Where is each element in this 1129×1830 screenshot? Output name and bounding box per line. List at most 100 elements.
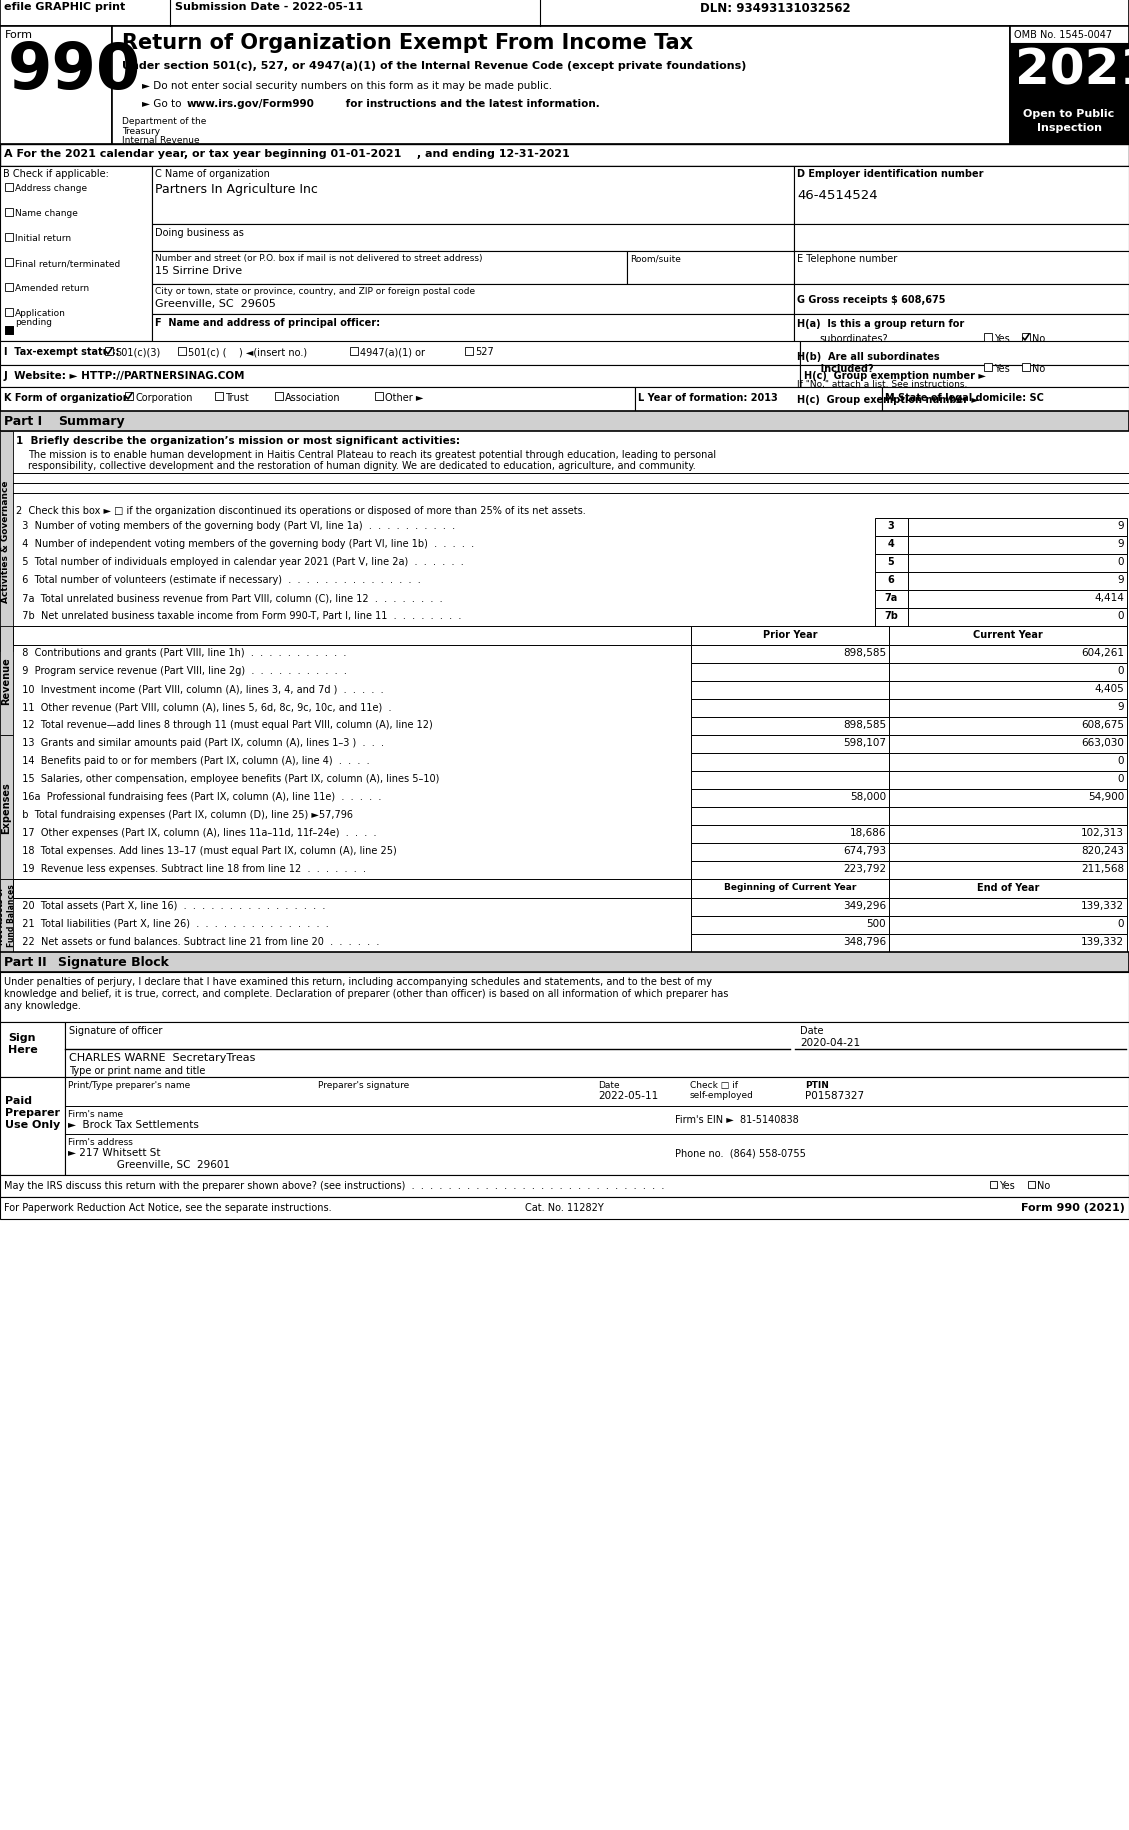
Text: 8  Contributions and grants (Part VIII, line 1h)  .  .  .  .  .  .  .  .  .  .  : 8 Contributions and grants (Part VIII, l… bbox=[16, 648, 347, 657]
Text: 6  Total number of volunteers (estimate if necessary)  .  .  .  .  .  .  .  .  .: 6 Total number of volunteers (estimate i… bbox=[16, 575, 421, 584]
Text: 15 Sirrine Drive: 15 Sirrine Drive bbox=[155, 265, 242, 276]
Text: G Gross receipts $ 608,675: G Gross receipts $ 608,675 bbox=[797, 295, 945, 306]
Bar bbox=[882, 388, 1129, 412]
Bar bbox=[889, 807, 1127, 825]
Text: 4947(a)(1) or: 4947(a)(1) or bbox=[360, 348, 425, 357]
Text: Use Only: Use Only bbox=[5, 1120, 60, 1129]
Bar bbox=[875, 591, 908, 609]
Bar bbox=[1022, 333, 1030, 342]
Text: Doing business as: Doing business as bbox=[155, 229, 244, 238]
Text: Yes: Yes bbox=[994, 364, 1009, 373]
Text: 1  Briefly describe the organization’s mission or most significant activities:: 1 Briefly describe the organization’s mi… bbox=[16, 436, 460, 447]
Text: Department of the: Department of the bbox=[122, 117, 207, 126]
Text: No: No bbox=[1032, 364, 1045, 373]
Bar bbox=[0, 0, 1129, 27]
Text: City or town, state or province, country, and ZIP or foreign postal code: City or town, state or province, country… bbox=[155, 287, 475, 296]
Text: Open to Public: Open to Public bbox=[1023, 110, 1114, 119]
Text: Prior Year: Prior Year bbox=[763, 630, 817, 640]
Bar bbox=[0, 972, 1129, 1023]
Text: 2  Check this box ► □ if the organization discontinued its operations or dispose: 2 Check this box ► □ if the organization… bbox=[16, 505, 586, 516]
Bar bbox=[14, 626, 691, 646]
Bar bbox=[5, 183, 14, 192]
Text: Summary: Summary bbox=[58, 415, 124, 428]
Bar bbox=[691, 862, 889, 880]
Text: Room/suite: Room/suite bbox=[630, 254, 681, 264]
Text: 16a  Professional fundraising fees (Part IX, column (A), line 11e)  .  .  .  .  : 16a Professional fundraising fees (Part … bbox=[16, 792, 382, 802]
Text: ►  Brock Tax Settlements: ► Brock Tax Settlements bbox=[68, 1120, 199, 1129]
Bar bbox=[875, 609, 908, 626]
Text: H(c)  Group exemption number ►: H(c) Group exemption number ► bbox=[804, 371, 986, 381]
Bar bbox=[65, 1023, 1129, 1078]
Bar bbox=[875, 554, 908, 573]
Text: P01587327: P01587327 bbox=[805, 1091, 864, 1100]
Text: Corporation: Corporation bbox=[135, 393, 193, 403]
Bar bbox=[1010, 101, 1129, 145]
Text: Number and street (or P.O. box if mail is not delivered to street address): Number and street (or P.O. box if mail i… bbox=[155, 254, 482, 264]
Text: No: No bbox=[1032, 333, 1045, 344]
Text: If "No," attach a list. See instructions.: If "No," attach a list. See instructions… bbox=[797, 381, 968, 388]
Bar bbox=[691, 880, 889, 899]
Bar bbox=[152, 167, 794, 225]
Text: Firm's name: Firm's name bbox=[68, 1109, 123, 1118]
Bar bbox=[0, 952, 1129, 972]
Text: 18  Total expenses. Add lines 13–17 (must equal Part IX, column (A), line 25): 18 Total expenses. Add lines 13–17 (must… bbox=[16, 845, 396, 856]
Bar bbox=[691, 646, 889, 664]
Text: Submission Date - 2022-05-11: Submission Date - 2022-05-11 bbox=[175, 2, 364, 13]
Text: 598,107: 598,107 bbox=[843, 737, 886, 748]
Bar bbox=[152, 315, 794, 410]
Text: 898,585: 898,585 bbox=[843, 719, 886, 730]
Bar bbox=[465, 348, 473, 355]
Text: Under penalties of perjury, I declare that I have examined this return, includin: Under penalties of perjury, I declare th… bbox=[5, 977, 712, 986]
Text: 7b  Net unrelated business taxable income from Form 990-T, Part I, line 11  .  .: 7b Net unrelated business taxable income… bbox=[16, 611, 462, 620]
Bar bbox=[5, 328, 14, 335]
Text: ► Go to: ► Go to bbox=[142, 99, 185, 110]
Text: 608,675: 608,675 bbox=[1080, 719, 1124, 730]
Bar bbox=[65, 1078, 1129, 1175]
Bar bbox=[1029, 1182, 1035, 1188]
Bar bbox=[908, 609, 1127, 626]
Text: Initial return: Initial return bbox=[15, 234, 71, 243]
Bar bbox=[14, 880, 691, 899]
Text: Inspection: Inspection bbox=[1036, 123, 1102, 134]
Bar bbox=[350, 348, 358, 355]
Bar bbox=[691, 681, 889, 699]
Text: PTIN: PTIN bbox=[805, 1080, 829, 1089]
Text: 0: 0 bbox=[1118, 756, 1124, 765]
Bar bbox=[5, 234, 14, 242]
Bar bbox=[908, 591, 1127, 609]
Bar bbox=[0, 1078, 65, 1175]
Bar bbox=[794, 253, 1129, 285]
Text: 9: 9 bbox=[1118, 575, 1124, 584]
Text: 9  Program service revenue (Part VIII, line 2g)  .  .  .  .  .  .  .  .  .  .  .: 9 Program service revenue (Part VIII, li… bbox=[16, 666, 347, 675]
Bar bbox=[178, 348, 186, 355]
Bar bbox=[889, 754, 1127, 772]
Text: C Name of organization: C Name of organization bbox=[155, 168, 270, 179]
Text: Return of Organization Exempt From Income Tax: Return of Organization Exempt From Incom… bbox=[122, 33, 693, 53]
Bar bbox=[889, 717, 1127, 736]
Text: 211,568: 211,568 bbox=[1080, 864, 1124, 873]
Text: 9: 9 bbox=[1118, 538, 1124, 549]
Text: 820,243: 820,243 bbox=[1080, 845, 1124, 856]
Text: Address change: Address change bbox=[15, 183, 87, 192]
Text: 3  Number of voting members of the governing body (Part VI, line 1a)  .  .  .  .: 3 Number of voting members of the govern… bbox=[16, 522, 455, 531]
Text: Trust: Trust bbox=[225, 393, 248, 403]
Text: any knowledge.: any knowledge. bbox=[5, 1001, 81, 1010]
Text: Phone no.  (864) 558-0755: Phone no. (864) 558-0755 bbox=[675, 1147, 806, 1157]
Text: subordinates?: subordinates? bbox=[819, 333, 887, 344]
Text: 3: 3 bbox=[887, 522, 894, 531]
Text: Sign: Sign bbox=[8, 1032, 35, 1043]
Bar bbox=[794, 315, 1129, 410]
Text: Net Assets or
Fund Balances: Net Assets or Fund Balances bbox=[0, 884, 16, 946]
Text: E Telephone number: E Telephone number bbox=[797, 254, 898, 264]
Text: included?: included? bbox=[797, 364, 874, 373]
Bar bbox=[5, 284, 14, 291]
Bar bbox=[889, 736, 1127, 754]
Bar bbox=[691, 772, 889, 789]
Text: 5  Total number of individuals employed in calendar year 2021 (Part V, line 2a) : 5 Total number of individuals employed i… bbox=[16, 556, 464, 567]
Text: L Year of formation: 2013: L Year of formation: 2013 bbox=[638, 393, 778, 403]
Bar bbox=[125, 393, 133, 401]
Text: 4,405: 4,405 bbox=[1094, 684, 1124, 694]
Bar bbox=[875, 536, 908, 554]
Bar bbox=[889, 880, 1127, 899]
Text: Yes: Yes bbox=[999, 1180, 1015, 1190]
